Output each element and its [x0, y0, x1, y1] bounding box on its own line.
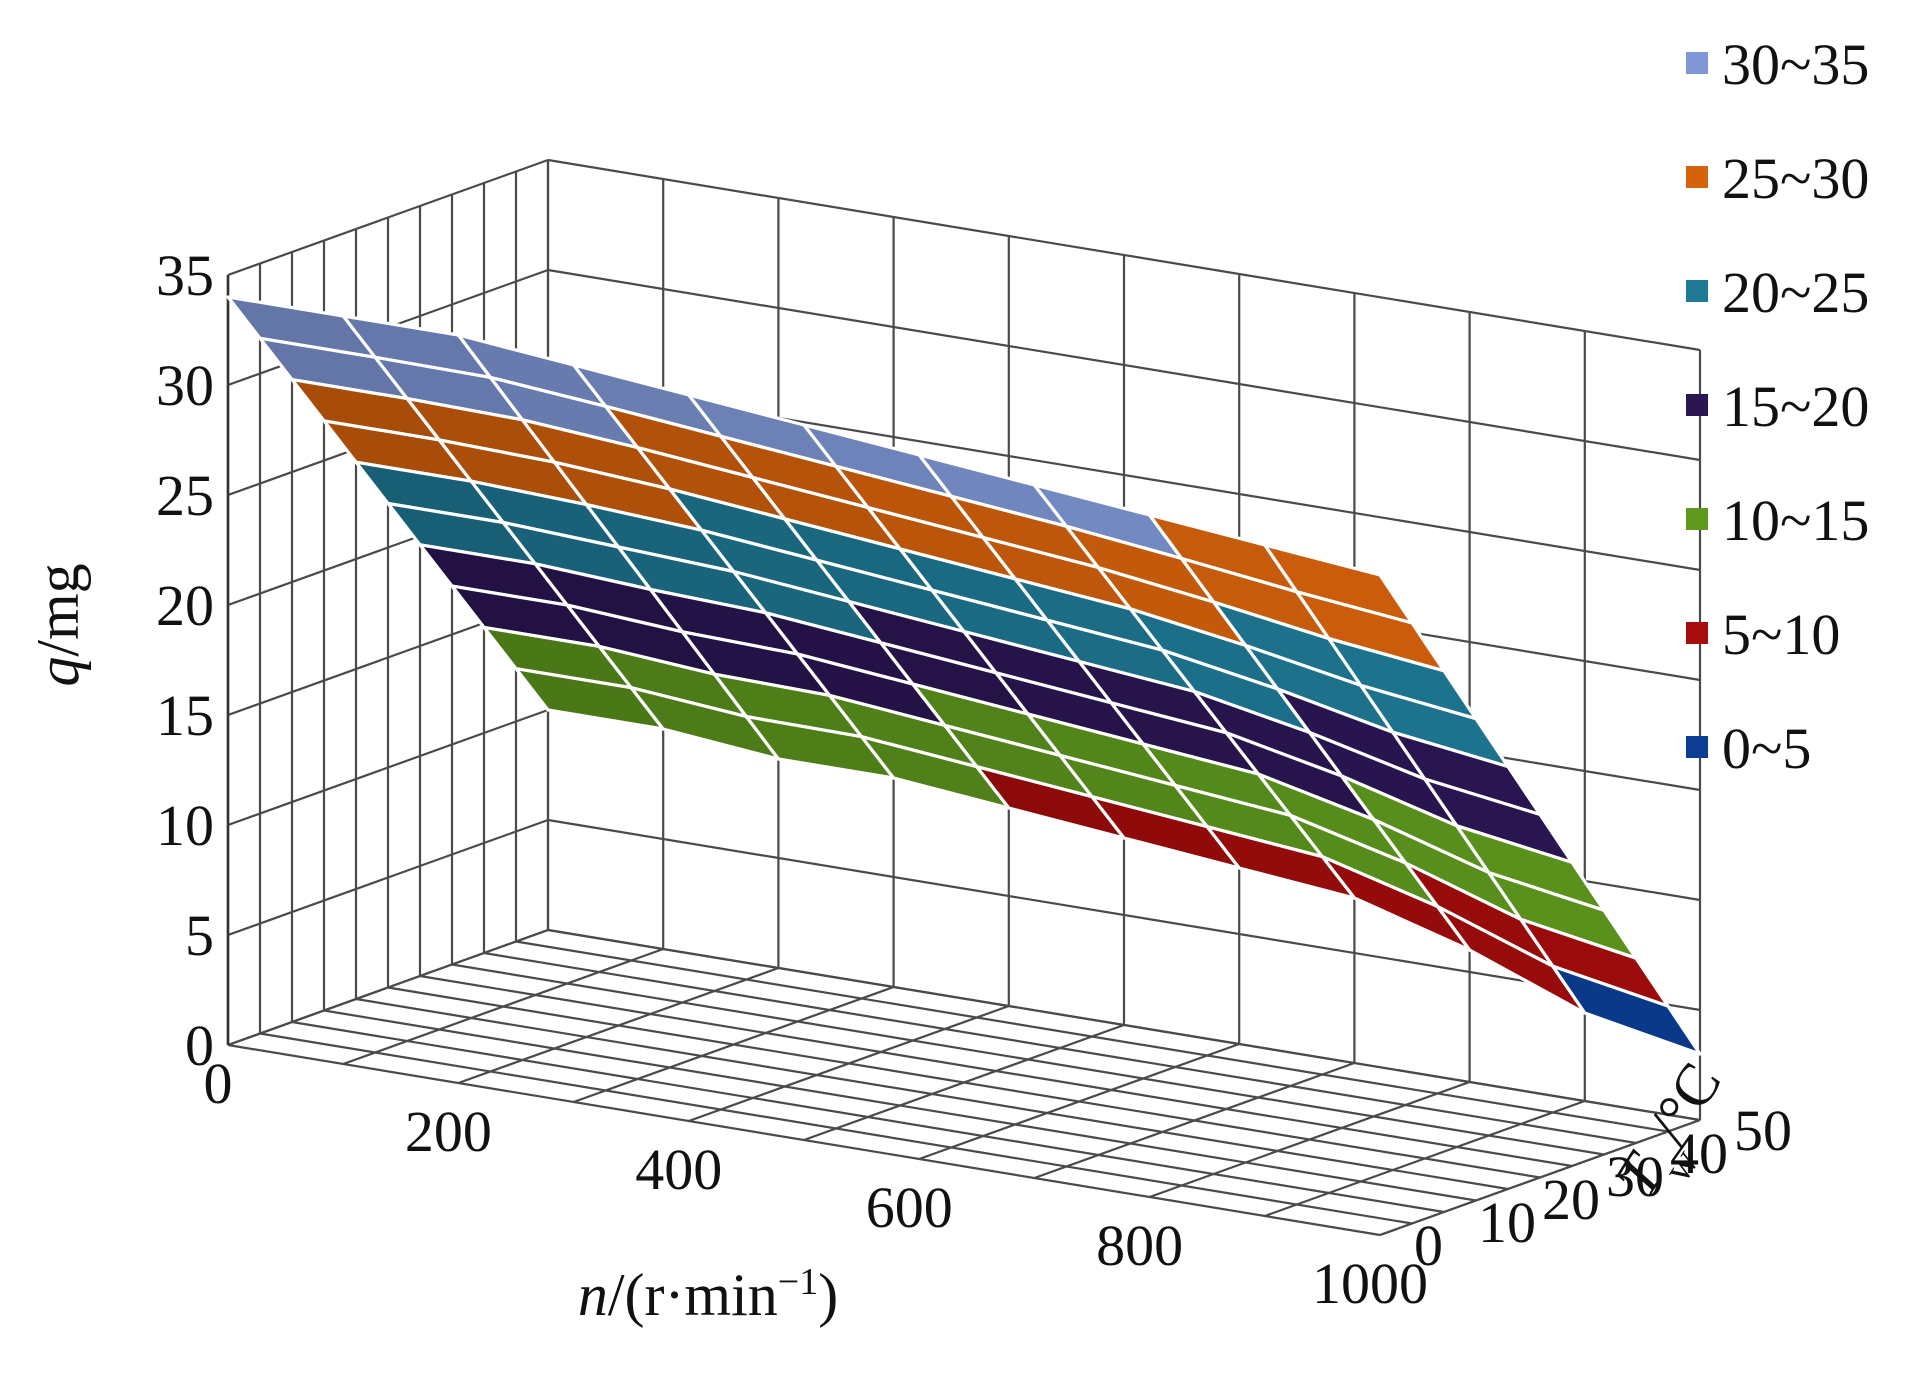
floor-gridline [291, 1020, 1445, 1214]
q-tick-label: 10 [156, 793, 214, 858]
legend-label: 0~5 [1722, 716, 1811, 781]
q-tick-label: 25 [156, 463, 214, 528]
y-axis-title: q/mg [25, 563, 91, 686]
legend-swatch [1686, 736, 1708, 758]
tw-tick-label: 20 [1542, 1167, 1600, 1232]
legend-label: 20~25 [1722, 260, 1869, 325]
legend: 30~35 25~30 20~25 15~20 10~15 5~10 0~5 [1686, 32, 1869, 781]
floor-gridline [355, 997, 1509, 1191]
side-wall-gridline [227, 158, 549, 277]
q-tick-label: 35 [156, 243, 214, 308]
legend-swatch [1686, 166, 1708, 188]
floor-gridline [259, 1032, 1413, 1225]
q-tick-label: 0 [185, 1013, 214, 1078]
back-wall-gridline [547, 158, 1701, 352]
back-wall-gridline [547, 818, 1701, 1012]
floor-gridline [323, 1009, 1477, 1202]
q-tick-label: 5 [185, 903, 214, 968]
legend-swatch [1686, 280, 1708, 302]
floor-gridline [227, 1043, 1381, 1237]
legend-swatch [1686, 508, 1708, 530]
q-tick-label: 30 [156, 353, 214, 418]
tw-tick-label: 30 [1606, 1144, 1664, 1209]
tw-tick-label: 0 [1414, 1213, 1443, 1278]
side-wall-gridline [227, 708, 549, 827]
tw-tick-label: 10 [1478, 1190, 1536, 1255]
back-wall-gridline [547, 268, 1701, 462]
n-tick-label: 800 [1096, 1213, 1183, 1278]
floor-gridline [483, 951, 1637, 1145]
legend-label: 10~15 [1722, 488, 1869, 553]
legend-swatch [1686, 622, 1708, 644]
q-tick-label: 15 [156, 683, 214, 748]
x-axis-title: n/(r·min−1) [578, 1261, 838, 1328]
surface-mesh [226, 295, 1702, 1056]
side-wall-gridline [227, 928, 549, 1047]
tw-tick-label: 40 [1670, 1121, 1728, 1186]
tw-tick-label: 50 [1734, 1098, 1792, 1163]
floor-edge [1379, 1118, 1701, 1237]
floor-gridline [515, 940, 1669, 1133]
legend-swatch [1686, 394, 1708, 416]
legend-swatch [1686, 52, 1708, 74]
q-tick-label: 20 [156, 573, 214, 638]
n-tick-label: 0 [204, 1051, 233, 1116]
n-tick-label: 1000 [1312, 1251, 1428, 1316]
side-wall-gridline [227, 818, 549, 937]
legend-label: 30~35 [1722, 32, 1869, 97]
back-wall-gridline [547, 928, 1701, 1122]
n-tick-label: 400 [635, 1137, 722, 1202]
floor-gridline [387, 986, 1541, 1179]
n-tick-label: 600 [866, 1175, 953, 1240]
floor-gridline [419, 974, 1573, 1168]
legend-label: 15~20 [1722, 374, 1869, 439]
n-tick-label: 200 [405, 1099, 492, 1164]
surface-cell [1551, 964, 1702, 1056]
legend-label: 5~10 [1722, 602, 1840, 667]
floor-gridline [451, 963, 1605, 1156]
legend-label: 25~30 [1722, 146, 1869, 211]
